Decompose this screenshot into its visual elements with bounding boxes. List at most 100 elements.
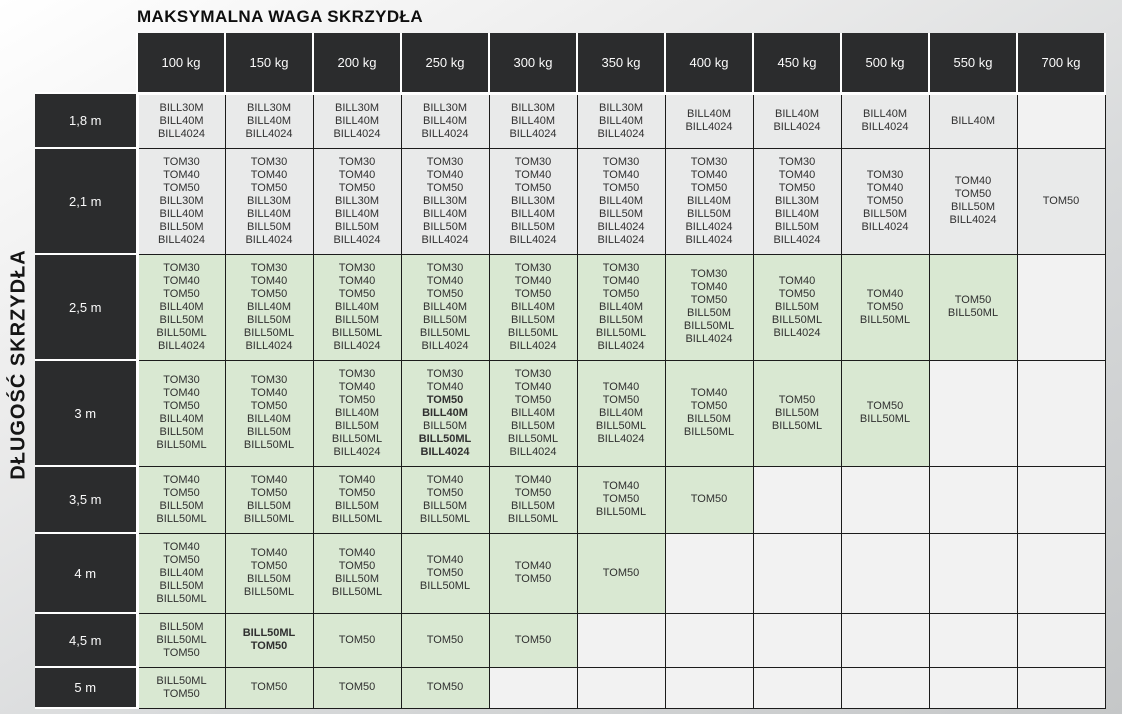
cell-4-5-m-250-kg: TOM50 xyxy=(400,612,490,668)
model-name: BILL50ML xyxy=(419,326,471,339)
column-header-350-kg: 350 kg xyxy=(576,33,666,95)
cell-4-5-m-500-kg xyxy=(840,612,930,668)
model-name: TOM40 xyxy=(954,175,992,187)
cell-1-8-m-500-kg: BILL40M BILL4024 xyxy=(840,92,930,149)
model-name: TOM40 xyxy=(163,540,200,553)
model-name: TOM40 xyxy=(338,168,376,181)
model-name: TOM30 xyxy=(778,155,816,168)
model-name: BILL40M xyxy=(159,566,204,579)
model-name: TOM50 xyxy=(426,393,464,406)
cell-4-5-m-200-kg: TOM50 xyxy=(312,612,402,668)
cell-2-1-m-550-kg: TOM40 TOM50 BILL50M BILL4024 xyxy=(928,147,1018,255)
model-name: BILL4024 xyxy=(597,127,645,140)
model-name: BILL40M xyxy=(422,406,468,419)
model-name: TOM40 xyxy=(866,181,904,194)
cell-4-m-350-kg: TOM50 xyxy=(576,532,666,614)
model-name: BILL30M xyxy=(510,194,556,207)
model-name: TOM50 xyxy=(514,573,552,585)
cell-2-1-m-400-kg: TOM30 TOM40 TOM50 BILL40M BILL50M BILL4024 BIL… xyxy=(664,147,754,255)
cell-4-5-m-300-kg: TOM50 xyxy=(488,612,578,668)
cell-1-8-m-700-kg xyxy=(1016,92,1106,149)
model-name: BILL50M xyxy=(774,300,820,313)
cell-4-5-m-100-kg: BILL50M BILL50ML TOM50 xyxy=(136,612,226,668)
model-name: TOM40 xyxy=(514,380,552,393)
model-name: BILL4024 xyxy=(597,220,645,233)
cell-2-5-m-200-kg: TOM30 TOM40 TOM50 BILL40M BILL50M BILL50ML BIL… xyxy=(312,253,402,361)
model-name: TOM50 xyxy=(426,181,464,194)
cell-5-m-250-kg: TOM50 xyxy=(400,666,490,709)
model-name: TOM30 xyxy=(250,374,288,386)
model-name: TOM40 xyxy=(250,168,288,181)
model-name: BILL4024 xyxy=(685,333,733,345)
model-name: TOM50 xyxy=(163,687,200,700)
cell-2-1-m-500-kg: TOM30 TOM40 TOM50 BILL50M BILL4024 xyxy=(840,147,930,255)
model-name: TOM40 xyxy=(426,380,464,393)
model-name: BILL50M xyxy=(422,419,468,432)
model-name: BILL50M xyxy=(159,620,204,633)
cell-3-5-m-450-kg xyxy=(752,465,842,534)
model-name: BILL50M xyxy=(159,426,204,438)
cell-5-m-400-kg xyxy=(664,666,754,709)
cell-3-m-700-kg xyxy=(1016,359,1106,467)
model-name: TOM50 xyxy=(338,560,376,572)
model-name: BILL50M xyxy=(422,220,468,233)
cell-3-m-450-kg: TOM50 BILL50M BILL50ML xyxy=(752,359,842,467)
model-name: BILL50M xyxy=(159,313,204,326)
model-name: TOM50 xyxy=(163,646,200,659)
model-name: BILL4024 xyxy=(509,233,557,246)
model-name: TOM30 xyxy=(338,155,376,168)
cell-5-m-550-kg xyxy=(928,666,1018,709)
cell-4-m-100-kg: TOM40 TOM50 BILL40M BILL50M BILL50ML xyxy=(136,532,226,614)
model-name: BILL50M xyxy=(774,406,820,419)
column-header-200-kg: 200 kg xyxy=(312,33,402,95)
cell-2-5-m-700-kg xyxy=(1016,253,1106,361)
model-name: TOM50 xyxy=(690,493,728,505)
model-name: BILL40M xyxy=(862,108,908,120)
model-name: TOM50 xyxy=(250,287,288,300)
model-name: BILL50ML xyxy=(156,674,207,687)
model-name: TOM40 xyxy=(602,380,640,393)
model-name: TOM50 xyxy=(163,486,200,499)
model-name: BILL4024 xyxy=(685,220,733,233)
column-header-250-kg: 250 kg xyxy=(400,33,490,95)
model-name: BILL50M xyxy=(159,220,204,233)
cell-4-m-700-kg xyxy=(1016,532,1106,614)
model-name: TOM40 xyxy=(338,547,376,559)
model-name: BILL40M xyxy=(246,300,292,313)
model-name: TOM40 xyxy=(778,168,816,181)
model-name: BILL30M xyxy=(159,194,204,207)
cell-2-5-m-350-kg: TOM30 TOM40 TOM50 BILL40M BILL50M BILL50ML BIL… xyxy=(576,253,666,361)
model-name: TOM40 xyxy=(163,387,200,399)
model-name: TOM50 xyxy=(1042,194,1080,207)
side-axis-label: DŁUGOŚĆ SKRZYDŁA xyxy=(7,248,30,480)
model-name: TOM40 xyxy=(250,274,288,287)
model-name: BILL50ML xyxy=(243,439,295,451)
model-name: TOM40 xyxy=(338,274,376,287)
cell-2-5-m-450-kg: TOM40 TOM50 BILL50M BILL50ML BILL4024 xyxy=(752,253,842,361)
model-name: BILL4024 xyxy=(421,233,469,246)
cell-2-5-m-300-kg: TOM30 TOM40 TOM50 BILL40M BILL50M BILL50ML BIL… xyxy=(488,253,578,361)
model-name: BILL30M xyxy=(422,194,468,207)
cell-3-m-550-kg xyxy=(928,359,1018,467)
model-name: BILL50M xyxy=(510,313,556,326)
model-name: TOM50 xyxy=(426,486,464,499)
model-name: TOM30 xyxy=(602,261,640,274)
model-name: TOM40 xyxy=(690,168,728,181)
model-name: BILL50M xyxy=(686,413,732,425)
model-name: BILL4024 xyxy=(773,326,821,339)
cell-3-5-m-400-kg: TOM50 xyxy=(664,465,754,534)
model-name: TOM50 xyxy=(250,681,288,693)
model-name: BILL4024 xyxy=(421,127,469,140)
cell-3-5-m-300-kg: TOM40 TOM50 BILL50M BILL50ML xyxy=(488,465,578,534)
model-name: TOM30 xyxy=(690,155,728,168)
model-name: BILL4024 xyxy=(333,445,381,458)
cell-1-8-m-400-kg: BILL40M BILL4024 xyxy=(664,92,754,149)
cell-4-m-300-kg: TOM40 TOM50 xyxy=(488,532,578,614)
model-name: TOM50 xyxy=(602,493,640,505)
model-name: TOM40 xyxy=(426,274,464,287)
table-row-1-8-m: 1,8 m BILL30M BILL40M BILL4024 BILL30M BILL40… xyxy=(35,92,1106,149)
model-name: BILL50M xyxy=(510,419,556,432)
model-name: TOM30 xyxy=(250,155,288,168)
table-row-4-m: 4 m TOM40 TOM50 BILL40M BILL50M BILL50ML TOM40… xyxy=(35,532,1106,614)
model-name: BILL50M xyxy=(950,201,996,213)
